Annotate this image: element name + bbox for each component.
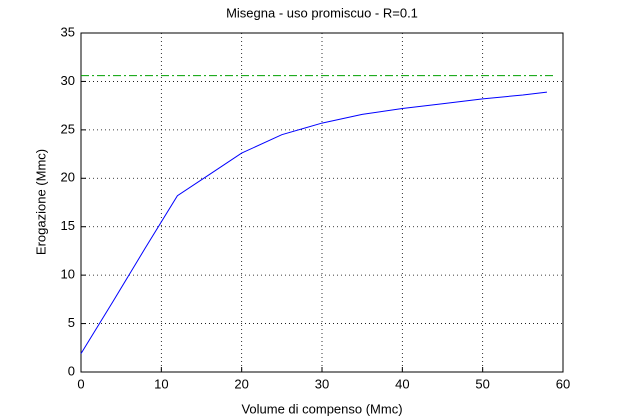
y-tick-label: 20: [61, 170, 75, 185]
x-tick-label: 50: [475, 376, 489, 391]
y-tick-label: 10: [61, 267, 75, 282]
x-tick-label: 0: [77, 376, 84, 391]
x-tick-label: 60: [556, 376, 570, 391]
chart-title: Misegna - uso promiscuo - R=0.1: [226, 5, 418, 20]
x-tick-label: 40: [395, 376, 409, 391]
y-tick-label: 30: [61, 73, 75, 88]
y-tick-label: 25: [61, 121, 75, 136]
data-line: [80, 91, 547, 354]
x-tick-label: 20: [234, 376, 248, 391]
y-tick-label: 35: [61, 24, 75, 39]
y-tick-label: 15: [61, 218, 75, 233]
x-tick-label: 10: [154, 376, 168, 391]
y-axis-label: Erogazione (Mmc): [33, 149, 48, 255]
y-tick-label: 5: [68, 315, 75, 330]
x-axis-label: Volume di compenso (Mmc): [241, 401, 402, 416]
x-tick-label: 30: [315, 376, 329, 391]
y-tick-label: 0: [68, 363, 75, 378]
